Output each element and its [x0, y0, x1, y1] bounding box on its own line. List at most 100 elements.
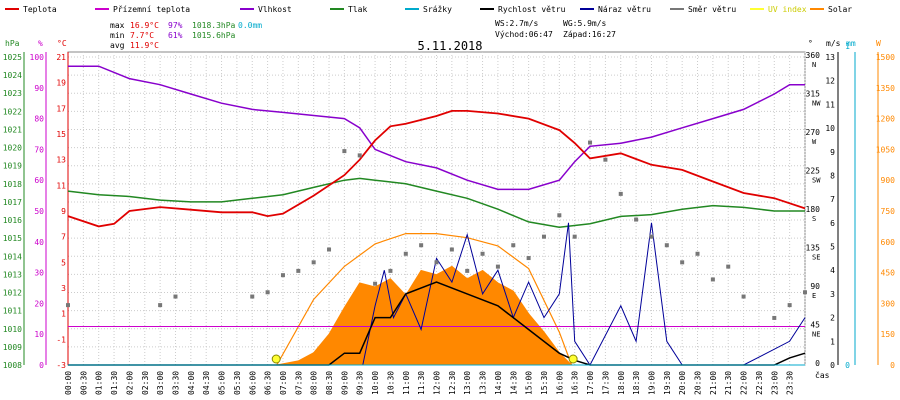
tick-pct-6: 40	[34, 238, 44, 247]
tick-time-40: 20:00	[678, 371, 687, 395]
tick-hpa-16: 1009	[3, 343, 22, 352]
wind-dir-point	[741, 294, 746, 299]
tick-time-23: 11:30	[417, 371, 426, 395]
humidity-line	[68, 65, 805, 191]
tick-deg-7: 45	[810, 321, 820, 330]
tick-mm-0: 1	[845, 42, 850, 51]
tick-hpa-1: 1024	[3, 71, 22, 80]
tick-dir-6: E	[812, 292, 816, 300]
tick-deg-3: 225	[806, 167, 821, 176]
tick-time-11: 05:30	[233, 371, 242, 395]
tick-c-10: 1	[61, 310, 66, 319]
tick-pct-8: 20	[34, 299, 44, 308]
tick-time-46: 23:00	[770, 371, 779, 395]
legend-label-2: Vlhkost	[258, 5, 292, 14]
legend-label-3: Tlak	[348, 5, 367, 14]
tick-ms-11: 2	[830, 314, 835, 323]
axis-title-c: °C	[57, 39, 67, 48]
tick-time-10: 05:00	[218, 371, 227, 395]
tick-time-33: 16:30	[571, 371, 580, 395]
tick-ms-13: 0	[830, 361, 835, 370]
wind-dir-point	[158, 303, 163, 308]
wind-dir-point	[695, 251, 700, 256]
tick-ms-1: 12	[825, 77, 835, 86]
wind-dir-point	[618, 191, 623, 196]
tick-pct-10: 0	[39, 361, 44, 370]
tick-dir-3: SW	[812, 177, 821, 185]
wind-dir-point	[772, 315, 777, 320]
wind-dir-point	[726, 264, 731, 269]
tick-c-9: 3	[61, 284, 66, 293]
tick-ms-0: 13	[825, 53, 835, 62]
tick-w-10: 0	[890, 361, 895, 370]
tick-time-13: 06:30	[264, 371, 273, 395]
tick-pct-1: 90	[34, 84, 44, 93]
tick-ms-2: 11	[825, 100, 835, 109]
axis-title-w: W	[876, 39, 881, 48]
tick-w-8: 300	[881, 299, 896, 308]
tick-time-2: 01:00	[95, 371, 104, 395]
tick-time-27: 13:30	[479, 371, 488, 395]
tick-time-41: 20:30	[694, 371, 703, 395]
tick-time-34: 17:00	[586, 371, 595, 395]
wind-dir-point	[511, 243, 516, 248]
tick-time-14: 07:00	[279, 371, 288, 395]
legend-label-7: Směr větru	[688, 5, 736, 14]
stat-min-press: 1015.6hPa	[192, 31, 236, 40]
tick-w-3: 1050	[876, 145, 895, 154]
tick-deg-6: 90	[810, 282, 820, 291]
wind-dir-point	[680, 260, 685, 265]
wind-dir-point	[173, 294, 178, 299]
tick-dir-5: SE	[812, 254, 820, 262]
axis-title-pct: %	[38, 39, 43, 48]
axis-title-ms: m/s	[826, 39, 841, 48]
tick-deg-1: 315	[806, 90, 821, 99]
tick-time-37: 18:30	[632, 371, 641, 395]
tick-c-5: 11	[56, 181, 66, 190]
tick-c-4: 13	[56, 156, 66, 165]
tick-pct-0: 100	[30, 53, 45, 62]
wind-dir-point	[495, 264, 500, 269]
tick-ms-4: 9	[830, 148, 835, 157]
tick-pct-2: 80	[34, 115, 44, 124]
tick-w-2: 1200	[876, 115, 895, 124]
tick-ms-12: 1	[830, 337, 835, 346]
tick-time-31: 15:30	[540, 371, 549, 395]
tick-hpa-14: 1011	[3, 307, 22, 316]
tick-hpa-2: 1023	[3, 89, 22, 98]
tick-time-20: 10:00	[371, 371, 380, 395]
legend-label-9: Solar	[828, 5, 852, 14]
tick-pct-9: 10	[34, 330, 44, 339]
tick-ms-10: 3	[830, 290, 835, 299]
tick-deg-8: 0	[815, 359, 820, 368]
tick-time-19: 09:30	[356, 371, 365, 395]
tick-pct-4: 60	[34, 176, 44, 185]
wind-dir-point	[434, 260, 439, 265]
axis-title-hpa: hPa	[5, 39, 20, 48]
wind-dir-point	[649, 234, 654, 239]
tick-time-43: 21:30	[724, 371, 733, 395]
tick-time-36: 18:00	[617, 371, 626, 395]
tick-time-45: 22:30	[755, 371, 764, 395]
tick-hpa-17: 1008	[3, 361, 22, 370]
wind-dir-point	[588, 140, 593, 145]
stat-min-label: min	[110, 31, 125, 40]
tick-time-28: 14:00	[494, 371, 503, 395]
tick-hpa-10: 1015	[3, 234, 22, 243]
wind-gust-line	[68, 222, 806, 366]
stat-max-hum: 97%	[168, 21, 183, 30]
x-axis-label: čas	[815, 370, 830, 380]
tick-deg-4: 180	[806, 205, 821, 214]
tick-hpa-11: 1014	[3, 252, 22, 261]
tick-hpa-0: 1025	[3, 53, 22, 62]
tick-time-12: 06:00	[248, 371, 257, 395]
tick-time-30: 15:00	[525, 371, 534, 395]
tick-time-47: 23:30	[786, 371, 795, 395]
tick-ms-7: 6	[830, 219, 835, 228]
tick-time-0: 00:00	[64, 371, 73, 395]
tick-c-3: 15	[56, 130, 66, 139]
tick-dir-4: S	[812, 215, 816, 223]
tick-deg-5: 135	[806, 244, 821, 253]
tick-ms-5: 8	[830, 171, 835, 180]
